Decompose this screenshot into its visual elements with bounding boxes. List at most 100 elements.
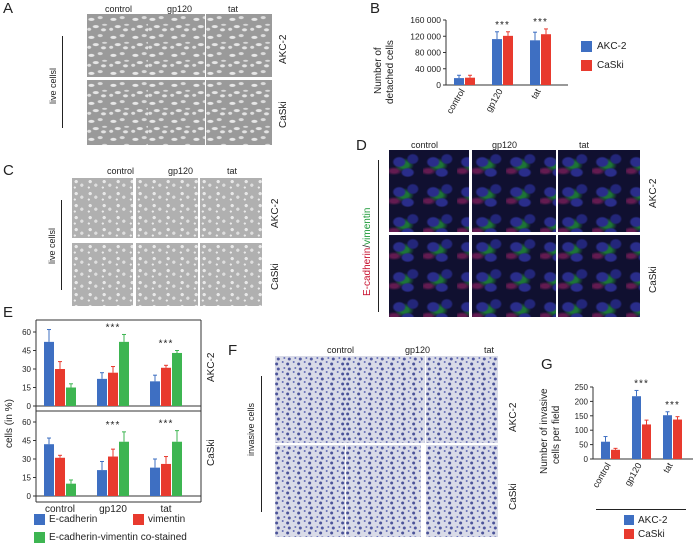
bar-e-cadherin xyxy=(150,467,160,496)
panel-b-letter: B xyxy=(370,0,381,17)
panel-f-row-akc2: AKC-2 xyxy=(508,402,519,432)
panel-d-image-akc2-gp120 xyxy=(472,150,556,232)
panel-d-col-tat: tat xyxy=(579,140,590,150)
panel-g-chart: 0 50 100 150 200 250 control gp120 tat *** *** xyxy=(575,378,693,489)
y-tick-label: 0 xyxy=(27,402,32,411)
y-tick-label: 100 xyxy=(575,426,589,435)
y-tick-label: 60 xyxy=(22,418,31,427)
panel-e-legend: E-cadherin vimentin E-cadherin-vimentin … xyxy=(34,512,187,544)
panel-c-letter: C xyxy=(3,162,14,179)
y-tick-label: 150 xyxy=(575,412,589,421)
category-label: control xyxy=(591,461,613,489)
panel-d-image-caski-gp120 xyxy=(472,235,556,317)
legend-swatch-blue xyxy=(34,513,45,525)
panel-c-side-label: live cellsl xyxy=(47,227,57,264)
label-sep: / xyxy=(362,244,373,248)
bar-e-cadherin xyxy=(150,381,160,406)
legend-label: CaSki xyxy=(638,528,665,540)
bar-e-cadherin-vimentin-co-stained xyxy=(119,341,129,406)
panel-c-row-caski: CaSki xyxy=(270,263,281,290)
category-label: tat xyxy=(160,504,171,515)
panel-c-image-akc2-control xyxy=(72,178,133,238)
panel-b-ylabel-1: Number of xyxy=(373,47,384,94)
bar-vimentin xyxy=(55,369,65,406)
bar-e-cadherin xyxy=(44,341,54,406)
bar-e-cadherin xyxy=(97,470,107,496)
panel-d-col-gp120: gp120 xyxy=(492,140,518,150)
panel-g-legend: AKC-2 CaSki xyxy=(624,514,667,540)
category-label: control xyxy=(45,504,75,515)
panel-f-col-tat: tat xyxy=(484,345,495,355)
y-tick-label: 120 000 xyxy=(410,31,441,41)
panel-a-row-akc2: AKC-2 xyxy=(278,34,289,64)
y-tick-label: 40 000 xyxy=(415,64,441,74)
panel-d-image-akc2-control xyxy=(389,150,469,232)
panel-c-image-caski-gp120 xyxy=(136,243,198,306)
panel-d-side-label: E-cadherin/vimentin xyxy=(362,208,373,296)
panel-d-image-caski-control xyxy=(389,235,469,317)
panel-c-col-gp120: gp120 xyxy=(168,166,194,176)
bar-vimentin xyxy=(161,367,171,406)
bar-akc-2 xyxy=(632,396,641,459)
significance-marker: *** xyxy=(106,322,121,333)
category-label: gp120 xyxy=(484,87,505,114)
y-tick-label: 45 xyxy=(22,437,31,446)
panel-f-col-gp120: gp120 xyxy=(405,345,431,355)
bar-akc-2 xyxy=(454,78,464,85)
panel-d-image-caski-tat xyxy=(558,235,640,317)
panel-b-legend-caski: CaSki xyxy=(581,60,626,71)
y-tick-label: 0 xyxy=(436,80,441,90)
y-tick-label: 200 xyxy=(575,397,589,406)
panel-g-legend-line xyxy=(596,509,686,510)
legend-label: AKC-2 xyxy=(597,41,627,52)
y-tick-label: 160 000 xyxy=(410,15,441,25)
bar-caski xyxy=(611,449,620,459)
panel-c-row-akc2: AKC-2 xyxy=(270,198,281,228)
bar-caski xyxy=(673,419,682,459)
panel-g-ylabel-1: Number of invasive xyxy=(539,388,550,474)
bar-caski xyxy=(642,424,651,459)
panel-a-image-akc2-tat xyxy=(206,14,272,77)
panel-e-legend-row1: E-cadherin vimentin xyxy=(34,512,187,526)
legend-label: AKC-2 xyxy=(638,514,668,526)
y-tick-label: 80 000 xyxy=(415,48,441,58)
panel-e-row-caski: CaSki xyxy=(206,439,217,466)
bar-e-cadherin-vimentin-co-stained xyxy=(172,352,182,406)
significance-marker: *** xyxy=(106,420,121,431)
y-tick-label: 45 xyxy=(22,347,31,356)
panel-d-letter: D xyxy=(356,137,367,154)
panel-d-side-line xyxy=(378,160,379,312)
panel-d-image-akc2-tat xyxy=(558,150,640,232)
panel-g-legend-caski: CaSki xyxy=(624,528,667,540)
panel-a-image-akc2-control xyxy=(87,14,149,77)
panel-f-image-akc2-gp120 xyxy=(346,356,421,443)
category-label: control xyxy=(445,87,467,115)
panel-e-row-akc2: AKC-2 xyxy=(206,352,217,382)
panel-f-image-caski-control xyxy=(275,445,345,537)
panel-a-col-control: control xyxy=(105,4,133,14)
panel-a-row-caski: CaSki xyxy=(278,101,289,128)
panel-f-side-label: invasive cells xyxy=(246,402,256,456)
legend-swatch-blue xyxy=(581,41,592,52)
panel-f-image-caski-tat xyxy=(426,445,498,537)
panel-d-row-caski: CaSki xyxy=(648,266,659,293)
panel-a-side-line xyxy=(62,36,63,128)
bar-e-cadherin-vimentin-co-stained xyxy=(119,441,129,496)
category-label: tat xyxy=(661,461,675,475)
y-tick-label: 30 xyxy=(22,455,31,464)
panel-a-image-caski-gp120 xyxy=(148,80,205,145)
bar-vimentin xyxy=(108,372,118,406)
panel-g-legend-akc2: AKC-2 xyxy=(624,514,667,526)
bar-vimentin xyxy=(161,463,171,496)
label-ecadherin: E-cadherin xyxy=(362,247,373,296)
panel-c-col-control: control xyxy=(107,166,135,176)
panel-f-side-line xyxy=(261,376,262,512)
bar-e-cadherin-vimentin-co-stained xyxy=(172,441,182,496)
legend-swatch-red xyxy=(624,529,634,539)
category-label: gp120 xyxy=(623,461,644,488)
panel-f-row-caski: CaSki xyxy=(508,483,519,510)
bar-vimentin xyxy=(55,457,65,496)
panel-a-col-tat: tat xyxy=(228,4,239,14)
panel-f-image-caski-gp120 xyxy=(346,445,421,537)
legend-swatch-green xyxy=(34,531,45,543)
